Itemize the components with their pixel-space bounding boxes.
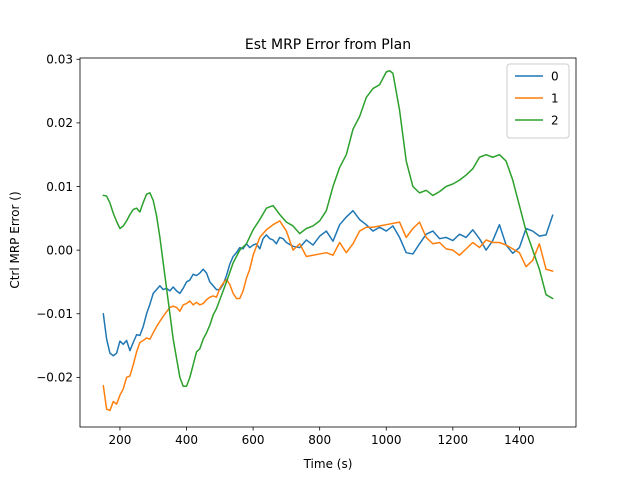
x-tick-label: 200	[108, 433, 131, 447]
y-tick-label: 0.00	[46, 243, 73, 257]
y-tick-label: 0.01	[46, 180, 73, 194]
x-tick-label: 1000	[371, 433, 402, 447]
legend: 0 1 2	[506, 63, 570, 139]
series-line-0	[102, 209, 554, 357]
chart-title: Est MRP Error from Plan	[245, 37, 411, 53]
axes-layer: 200 400 600 800 1000 1200 1400 −0.02 −0.01 0.00 0.…	[36, 53, 577, 447]
series-line-2	[102, 69, 554, 388]
legend-label-0: 0	[551, 69, 559, 83]
y-tick-label: −0.01	[36, 307, 73, 321]
series-layer	[102, 69, 554, 412]
x-tick-label: 400	[175, 433, 198, 447]
x-axis-title: Time (s)	[303, 457, 353, 471]
y-axis-title: Ctrl MRP Error ()	[8, 191, 22, 288]
x-tick-label: 800	[308, 433, 331, 447]
legend-label-2: 2	[551, 113, 559, 127]
legend-box	[506, 63, 570, 139]
y-tick-label: 0.02	[46, 116, 73, 130]
legend-label-1: 1	[551, 91, 559, 105]
x-tick-label: 1400	[504, 433, 535, 447]
y-tick-label: −0.02	[36, 371, 73, 385]
x-tick-label: 600	[242, 433, 265, 447]
series-line-1	[102, 220, 554, 412]
y-tick-label: 0.03	[46, 53, 73, 67]
x-tick-label: 1200	[438, 433, 469, 447]
plot-frame	[79, 57, 577, 428]
